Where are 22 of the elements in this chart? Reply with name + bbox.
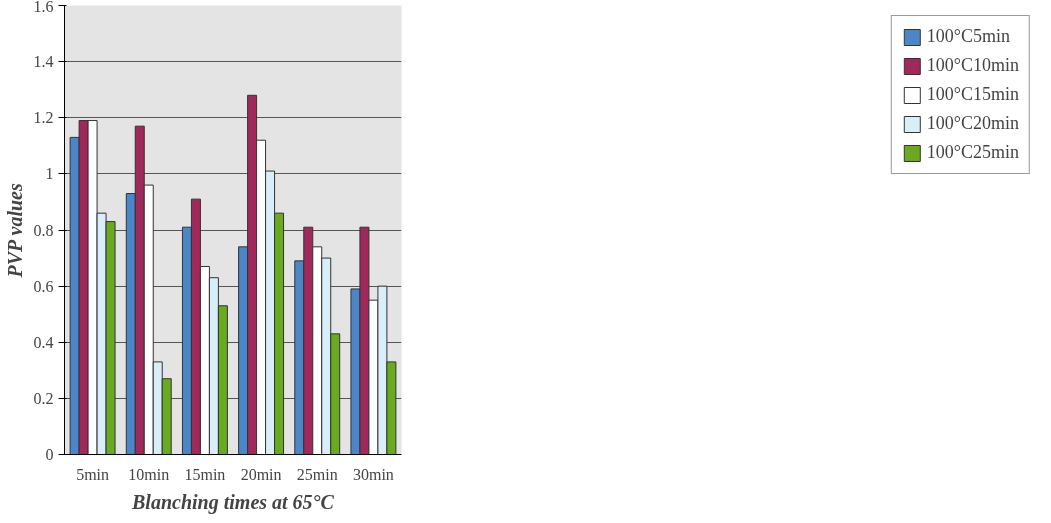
y-tick-label: 1.6	[33, 0, 54, 15]
y-tick-label: 0.4	[33, 333, 54, 351]
y-axis-title: PVP values	[3, 183, 26, 279]
y-tick-label: 1.2	[33, 109, 54, 127]
legend-label: 100°C10min	[926, 55, 1019, 76]
x-tick-label: 5min	[76, 465, 110, 483]
y-tick-label: 0	[45, 446, 54, 463]
y-tick-label: 1	[45, 165, 54, 183]
x-tick-label: 30min	[352, 465, 394, 483]
legend-label: 100°C5min	[926, 26, 1010, 47]
y-tick-label: 0.2	[33, 389, 54, 407]
x-axis-title: Blanching times at 65°C	[131, 490, 335, 514]
y-tick-label: 0.6	[33, 277, 54, 295]
legend-label: 100°C15min	[926, 84, 1019, 105]
legend-label: 100°C25min	[926, 142, 1019, 163]
legend-label: 100°C20min	[926, 113, 1019, 134]
x-tick-label: 10min	[128, 465, 170, 483]
y-tick-label: 0.8	[33, 221, 54, 239]
x-tick-label: 20min	[240, 465, 282, 483]
x-tick-label: 15min	[184, 465, 226, 483]
y-tick-label: 1.4	[33, 53, 54, 71]
x-tick-label: 25min	[296, 465, 338, 483]
